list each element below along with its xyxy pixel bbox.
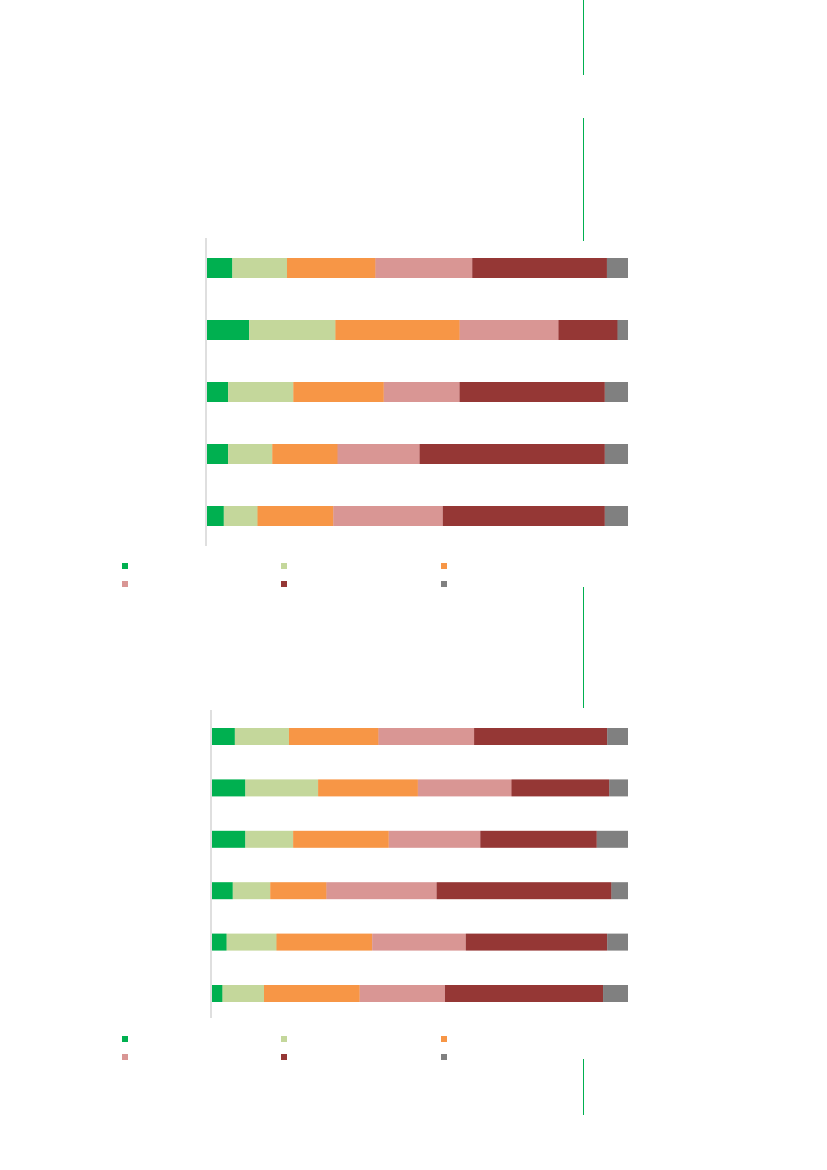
chart-2-bar-4-segment-6 xyxy=(611,882,628,900)
chart-2-bar-2-segment-3 xyxy=(318,779,418,797)
chart-1-bar-2-segment-2 xyxy=(249,320,336,340)
chart-1-bar-3-segment-3 xyxy=(293,382,384,402)
chart-2-legend-swatch-6 xyxy=(441,1054,447,1060)
chart-2-bar-4-segment-4 xyxy=(326,882,437,900)
chart-2-bar-1-segment-2 xyxy=(234,728,289,745)
chart-2-bar-5-segment-5 xyxy=(465,933,608,951)
chart-2-bar-5-segment-4 xyxy=(372,933,466,951)
chart-1-bar-4-segment-6 xyxy=(604,444,629,464)
chart-1-bar-1-segment-5 xyxy=(472,258,607,278)
chart-2-bar-5-segment-6 xyxy=(607,933,628,951)
chart-1-legend-swatch-6 xyxy=(441,581,447,587)
chart-2-bar-1-segment-3 xyxy=(288,728,379,745)
chart-1-bar-4-segment-1 xyxy=(207,444,229,464)
accent-rule-2 xyxy=(583,118,584,241)
chart-2-bar-6-segment-6 xyxy=(603,985,628,1002)
chart-2-bar-4-segment-3 xyxy=(270,882,327,900)
chart-2-bar-6-segment-5 xyxy=(444,985,604,1002)
chart-2-legend-swatch-2 xyxy=(281,1036,287,1042)
chart-1-bar-1-segment-3 xyxy=(286,258,376,278)
chart-1-bar-2-segment-6 xyxy=(617,320,629,340)
chart-1-bar-5-segment-3 xyxy=(257,506,334,526)
accent-rule-3 xyxy=(583,587,584,708)
chart-1-bar-5-segment-4 xyxy=(333,506,443,526)
chart-2-bar-1-segment-5 xyxy=(474,728,608,745)
chart-1-legend-swatch-5 xyxy=(281,581,287,587)
chart-1-bar-5-segment-5 xyxy=(442,506,605,526)
accent-rule-4 xyxy=(583,1059,584,1115)
chart-2-legend-swatch-3 xyxy=(441,1036,447,1042)
chart-1-bar-5-segment-1 xyxy=(207,506,224,526)
chart-2-bar-4-segment-2 xyxy=(232,882,271,900)
chart-1-legend-swatch-3 xyxy=(441,563,447,569)
chart-1-legend-swatch-4 xyxy=(122,581,128,587)
chart-2-bar-4-segment-1 xyxy=(212,882,233,900)
chart-2-bar-6-segment-3 xyxy=(264,985,360,1002)
chart-2-bar-1-segment-1 xyxy=(212,728,235,745)
chart-1-bar-1-segment-2 xyxy=(232,258,287,278)
accent-rule-1 xyxy=(583,0,584,75)
chart-2-legend-swatch-5 xyxy=(281,1054,287,1060)
chart-2-bar-6-segment-4 xyxy=(359,985,445,1002)
chart-2-bar-4-segment-5 xyxy=(436,882,612,900)
chart-1-bar-3-segment-5 xyxy=(459,382,605,402)
chart-2-bar-2-segment-2 xyxy=(245,779,319,797)
chart-2-bar-2-segment-5 xyxy=(511,779,610,797)
chart-1-bar-1-segment-1 xyxy=(207,258,233,278)
chart-2-bar-2-segment-1 xyxy=(212,779,246,797)
chart-1-bar-3-segment-1 xyxy=(207,382,229,402)
chart-1-bar-1-segment-6 xyxy=(606,258,628,278)
chart-1-bar-4-segment-5 xyxy=(419,444,605,464)
chart-1-legend-swatch-2 xyxy=(281,563,287,569)
chart-2-bar-3-segment-2 xyxy=(245,830,294,848)
chart-2-bar-5-segment-2 xyxy=(226,933,277,951)
chart-2-legend-swatch-1 xyxy=(122,1036,128,1042)
chart-1-bar-5-segment-6 xyxy=(604,506,629,526)
chart-2-bar-3-segment-5 xyxy=(480,830,597,848)
chart-2-bar-6-segment-2 xyxy=(222,985,264,1002)
chart-2-legend-swatch-4 xyxy=(122,1054,128,1060)
chart-1-bar-1-segment-4 xyxy=(375,258,473,278)
chart-1-bar-4-segment-2 xyxy=(228,444,273,464)
chart-1-bar-2-segment-1 xyxy=(207,320,250,340)
chart-1-bar-4-segment-3 xyxy=(272,444,338,464)
chart-2-bar-5-segment-1 xyxy=(212,933,227,951)
chart-2-bar-2-segment-4 xyxy=(417,779,512,797)
chart-2-bar-1-segment-4 xyxy=(378,728,475,745)
chart-1-bar-3-segment-4 xyxy=(383,382,460,402)
chart-1-bar-3-segment-6 xyxy=(604,382,629,402)
chart-2-bar-3-segment-4 xyxy=(388,830,481,848)
chart-1-bar-3-segment-2 xyxy=(228,382,294,402)
chart-2-bar-2-segment-6 xyxy=(609,779,628,797)
chart-1-bar-5-segment-2 xyxy=(223,506,258,526)
chart-1-bar-2-segment-3 xyxy=(335,320,460,340)
chart-2-bar-3-segment-3 xyxy=(293,830,389,848)
chart-1-bar-4-segment-4 xyxy=(337,444,420,464)
chart-2-bar-3-segment-6 xyxy=(596,830,628,848)
chart-1-bar-2-segment-4 xyxy=(459,320,559,340)
chart-2-bar-6-segment-1 xyxy=(212,985,223,1002)
chart-1-bar-2-segment-5 xyxy=(558,320,618,340)
chart-1-legend-swatch-1 xyxy=(122,563,128,569)
chart-2-bar-5-segment-3 xyxy=(276,933,373,951)
chart-2-bar-3-segment-1 xyxy=(212,830,246,848)
chart-2-bar-1-segment-6 xyxy=(607,728,628,745)
